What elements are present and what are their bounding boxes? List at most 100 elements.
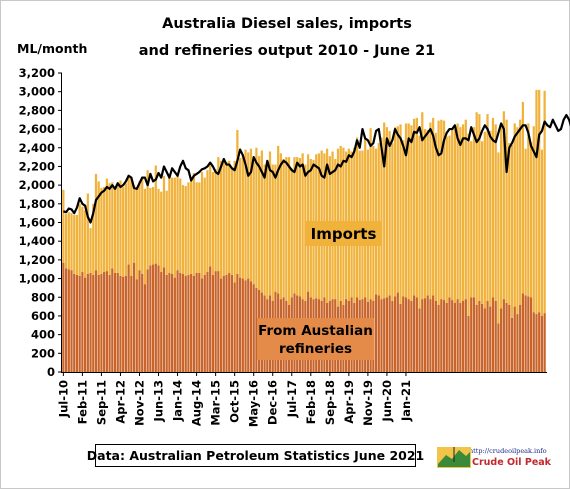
refineries-bar bbox=[393, 296, 397, 372]
imports-bar bbox=[304, 164, 307, 301]
imports-bar bbox=[385, 127, 389, 298]
imports-bar bbox=[491, 117, 495, 298]
imports-bar bbox=[122, 186, 125, 277]
imports-bar bbox=[519, 119, 522, 305]
y-tick-label: 0 bbox=[47, 365, 55, 379]
refineries-label-line-2: refineries bbox=[279, 341, 352, 357]
refineries-bar bbox=[130, 275, 133, 372]
refineries-bar bbox=[203, 274, 206, 372]
refineries-bar bbox=[198, 272, 201, 372]
y-tick-label: 1,400 bbox=[19, 234, 55, 248]
refineries-bar bbox=[451, 300, 454, 372]
y-tick-label: 2,600 bbox=[19, 122, 55, 136]
refineries-bar bbox=[483, 308, 486, 372]
refineries-bar bbox=[70, 270, 73, 372]
imports-bar bbox=[258, 156, 261, 290]
imports-bar bbox=[440, 119, 443, 300]
imports-bar bbox=[127, 177, 130, 265]
x-tick-label: Dec-16 bbox=[266, 380, 280, 425]
imports-bar bbox=[160, 191, 163, 273]
refineries-bar bbox=[233, 282, 236, 372]
imports-bar bbox=[230, 169, 234, 275]
imports-bar bbox=[399, 124, 402, 304]
refineries-bar bbox=[445, 302, 448, 372]
refineries-bar bbox=[510, 317, 514, 372]
imports-bar bbox=[211, 172, 215, 275]
imports-bar bbox=[461, 124, 465, 301]
refineries-bar bbox=[111, 268, 114, 372]
refineries-bar bbox=[418, 308, 421, 372]
imports-bar bbox=[238, 158, 242, 278]
refineries-bar bbox=[461, 300, 465, 372]
refineries-bar bbox=[247, 278, 250, 372]
imports-bar bbox=[108, 183, 111, 275]
crude-oil-peak-logo: http://crudeoilpeak.info Crude Oil Peak bbox=[437, 447, 552, 468]
imports-bar bbox=[89, 228, 92, 273]
refineries-bar bbox=[127, 264, 130, 372]
imports-bar bbox=[377, 143, 380, 296]
x-tick-label: Oct-15 bbox=[228, 380, 242, 423]
refineries-bar bbox=[244, 280, 247, 372]
imports-bar bbox=[380, 137, 383, 300]
refineries-annotation: From Austalian refineries bbox=[257, 318, 374, 360]
imports-bar bbox=[168, 175, 171, 273]
refineries-bar bbox=[241, 278, 244, 372]
imports-bar bbox=[203, 177, 206, 275]
refineries-bar bbox=[413, 295, 416, 372]
imports-bar bbox=[497, 152, 500, 324]
refineries-bar bbox=[83, 277, 87, 372]
refineries-bar bbox=[103, 272, 106, 372]
y-tick-label: 2,000 bbox=[19, 178, 55, 192]
refineries-bar bbox=[437, 304, 440, 372]
imports-bar bbox=[228, 160, 231, 273]
refineries-bar bbox=[516, 314, 519, 372]
refineries-bar bbox=[176, 270, 179, 372]
x-tick-label: Jan-21 bbox=[399, 380, 413, 422]
imports-bar bbox=[475, 112, 478, 305]
imports-bar bbox=[260, 150, 263, 293]
x-tick-label: Jul-17 bbox=[285, 380, 299, 418]
imports-bar bbox=[143, 188, 147, 285]
imports-bar bbox=[252, 161, 255, 285]
imports-bar bbox=[279, 153, 283, 300]
refineries-bar bbox=[75, 274, 79, 372]
imports-bar bbox=[100, 187, 103, 274]
imports-bar bbox=[421, 112, 424, 300]
refineries-bar bbox=[122, 276, 125, 372]
imports-bar bbox=[432, 117, 435, 296]
imports-bar bbox=[67, 212, 70, 270]
refineries-bar bbox=[236, 273, 239, 372]
refineries-bar bbox=[472, 297, 476, 372]
refineries-bar bbox=[171, 273, 174, 372]
x-tick-label: Jan-14 bbox=[171, 380, 185, 422]
x-tick-label: Sep-18 bbox=[323, 380, 337, 425]
refineries-bar bbox=[100, 273, 103, 372]
imports-bar bbox=[92, 203, 95, 275]
refineries-bar bbox=[442, 300, 446, 372]
refineries-bar bbox=[73, 273, 76, 372]
refineries-bar bbox=[108, 274, 111, 372]
refineries-bar bbox=[508, 304, 511, 372]
imports-bar bbox=[472, 127, 476, 298]
x-tick-label: Nov-12 bbox=[132, 380, 146, 426]
imports-bar bbox=[442, 120, 446, 301]
imports-bar bbox=[105, 178, 108, 272]
refineries-bar bbox=[238, 277, 242, 372]
imports-bar bbox=[480, 141, 484, 304]
imports-bar bbox=[483, 131, 486, 309]
imports-bar bbox=[437, 120, 440, 305]
imports-bar bbox=[70, 213, 73, 271]
refineries-bar bbox=[535, 314, 538, 372]
imports-bar bbox=[391, 143, 394, 301]
refineries-bar bbox=[222, 275, 225, 372]
refineries-bar bbox=[168, 272, 171, 372]
y-tick-label: 1,800 bbox=[19, 197, 55, 211]
refineries-bar bbox=[113, 272, 117, 372]
refineries-bar bbox=[385, 297, 389, 372]
imports-bar bbox=[214, 169, 217, 272]
imports-bar bbox=[418, 135, 421, 309]
refineries-bar bbox=[206, 272, 209, 372]
refineries-bar bbox=[538, 312, 541, 372]
imports-bar bbox=[206, 170, 209, 273]
imports-bar bbox=[184, 186, 187, 276]
